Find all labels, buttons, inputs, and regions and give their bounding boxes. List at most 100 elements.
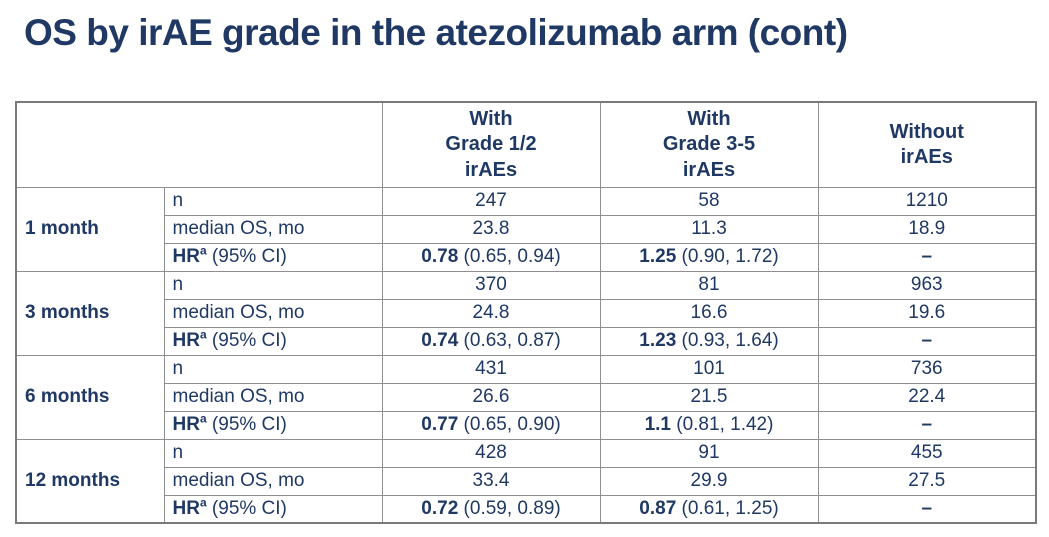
hr-label: HR (172, 330, 200, 352)
cell-hr-grade12: 0.74 (0.63, 0.87) (381, 326, 601, 356)
cell-median-without: 27.5 (817, 466, 1037, 496)
hr-estimate: 0.87 (639, 498, 677, 520)
table-row: median OS, mo 26.6 21.5 22.4 (16, 382, 1037, 412)
cell-n-without: 736 (817, 354, 1037, 384)
table-row: 12 months n 428 91 455 (15, 438, 1037, 524)
hr-ci-label: (95% CI) (206, 414, 287, 436)
row-label-median-os: median OS, mo (163, 382, 383, 412)
table-row: 1 month n 247 58 1210 (15, 186, 1037, 272)
cell-n-without: 455 (817, 438, 1037, 468)
cell-n-grade35: 58 (599, 186, 819, 216)
group-label-12-months: 12 months (15, 438, 165, 524)
hr-footnote-marker: a (199, 495, 207, 510)
cell-n-without: 1210 (817, 186, 1037, 216)
col-header-line: irAEs (900, 146, 953, 169)
row-label-hr: HRa (95% CI) (163, 326, 383, 356)
hr-footnote-marker: a (199, 328, 207, 343)
hr-ci: (0.93, 1.64) (676, 330, 779, 352)
table-row: HRa (95% CI) 0.78 (0.65, 0.94) 1.25 (0.9… (16, 242, 1037, 272)
hr-estimate: 1.25 (639, 246, 677, 268)
table-row: median OS, mo 33.4 29.9 27.5 (16, 466, 1037, 496)
cell-median-grade35: 11.3 (599, 214, 819, 244)
cell-hr-without: – (817, 326, 1037, 356)
hr-estimate: 0.72 (421, 498, 459, 520)
hr-footnote-marker: a (199, 244, 207, 259)
hr-ci-label: (95% CI) (206, 246, 287, 268)
row-label-n: n (163, 438, 383, 468)
row-label-median-os: median OS, mo (163, 298, 383, 328)
cell-n-grade35: 81 (599, 270, 819, 300)
cell-n-grade35: 101 (599, 354, 819, 384)
hr-ci-label: (95% CI) (206, 330, 287, 352)
hr-estimate: 0.78 (421, 246, 459, 268)
table-row: median OS, mo 23.8 11.3 18.9 (16, 214, 1037, 244)
group-label-6-months: 6 months (15, 354, 165, 440)
cell-n-without: 963 (817, 270, 1037, 300)
col-header-line: irAEs (464, 158, 518, 181)
col-header-line: With (469, 107, 513, 130)
row-label-hr: HRa (95% CI) (163, 494, 383, 524)
cell-n-grade12: 428 (381, 438, 601, 468)
cell-median-grade12: 33.4 (381, 466, 601, 496)
hr-label: HR (172, 498, 200, 520)
hr-estimate: 1.1 (644, 414, 671, 436)
cell-hr-grade12: 0.78 (0.65, 0.94) (381, 242, 601, 272)
group-label-3-months: 3 months (15, 270, 165, 356)
group-label-1-month: 1 month (15, 186, 165, 272)
row-label-hr: HRa (95% CI) (163, 410, 383, 440)
cell-median-grade12: 23.8 (381, 214, 601, 244)
table-row: median OS, mo 24.8 16.6 19.6 (16, 298, 1037, 328)
hr-label: HR (172, 246, 200, 268)
cell-median-grade35: 29.9 (599, 466, 819, 496)
corner-cell (15, 101, 383, 188)
row-label-n: n (163, 270, 383, 300)
cell-median-without: 22.4 (817, 382, 1037, 412)
col-header-grade12: With Grade 1/2 irAEs (381, 101, 601, 188)
hr-estimate: – (921, 498, 933, 520)
table-row: HRa (95% CI) 0.72 (0.59, 0.89) 0.87 (0.6… (16, 494, 1037, 524)
cell-median-grade35: 21.5 (599, 382, 819, 412)
table-row: 3 months n 370 81 963 (15, 270, 1037, 356)
hr-estimate: – (921, 330, 933, 352)
hr-ci: (0.63, 0.87) (458, 330, 561, 352)
cell-hr-grade35: 1.23 (0.93, 1.64) (599, 326, 819, 356)
cell-hr-grade12: 0.72 (0.59, 0.89) (381, 494, 601, 524)
table-header-row: With Grade 1/2 irAEs With Grade 3-5 irAE… (15, 101, 1037, 188)
row-label-hr: HRa (95% CI) (163, 242, 383, 272)
table-row: 6 months n 431 101 736 (15, 354, 1037, 440)
cell-median-grade12: 24.8 (381, 298, 601, 328)
hr-estimate: – (921, 246, 933, 268)
hr-estimate: 1.23 (639, 330, 677, 352)
cell-hr-grade12: 0.77 (0.65, 0.90) (381, 410, 601, 440)
row-label-n: n (163, 186, 383, 216)
hr-ci: (0.90, 1.72) (676, 246, 779, 268)
row-label-median-os: median OS, mo (163, 214, 383, 244)
cell-hr-without: – (817, 494, 1037, 524)
cell-median-grade12: 26.6 (381, 382, 601, 412)
col-header-line: Grade 1/2 (445, 133, 537, 156)
hr-estimate: – (921, 414, 933, 436)
hr-ci-label: (95% CI) (206, 498, 287, 520)
table-row: HRa (95% CI) 0.77 (0.65, 0.90) 1.1 (0.81… (16, 410, 1037, 440)
cell-median-without: 18.9 (817, 214, 1037, 244)
hr-ci: (0.65, 0.94) (458, 246, 561, 268)
cell-hr-grade35: 1.1 (0.81, 1.42) (599, 410, 819, 440)
cell-n-grade12: 370 (381, 270, 601, 300)
hr-label: HR (172, 414, 200, 436)
cell-n-grade12: 247 (381, 186, 601, 216)
cell-hr-grade35: 0.87 (0.61, 1.25) (599, 494, 819, 524)
cell-n-grade35: 91 (599, 438, 819, 468)
os-by-irae-table: With Grade 1/2 irAEs With Grade 3-5 irAE… (15, 101, 1037, 525)
cell-median-without: 19.6 (817, 298, 1037, 328)
table-row: HRa (95% CI) 0.74 (0.63, 0.87) 1.23 (0.9… (16, 326, 1037, 356)
hr-footnote-marker: a (199, 412, 207, 427)
cell-median-grade35: 16.6 (599, 298, 819, 328)
col-header-line: Without (889, 120, 964, 143)
cell-hr-without: – (817, 410, 1037, 440)
cell-n-grade12: 431 (381, 354, 601, 384)
cell-hr-without: – (817, 242, 1037, 272)
col-header-grade35: With Grade 3-5 irAEs (599, 101, 819, 188)
hr-ci: (0.81, 1.42) (670, 414, 774, 436)
col-header-line: With (687, 107, 731, 130)
hr-ci: (0.61, 1.25) (676, 498, 779, 520)
